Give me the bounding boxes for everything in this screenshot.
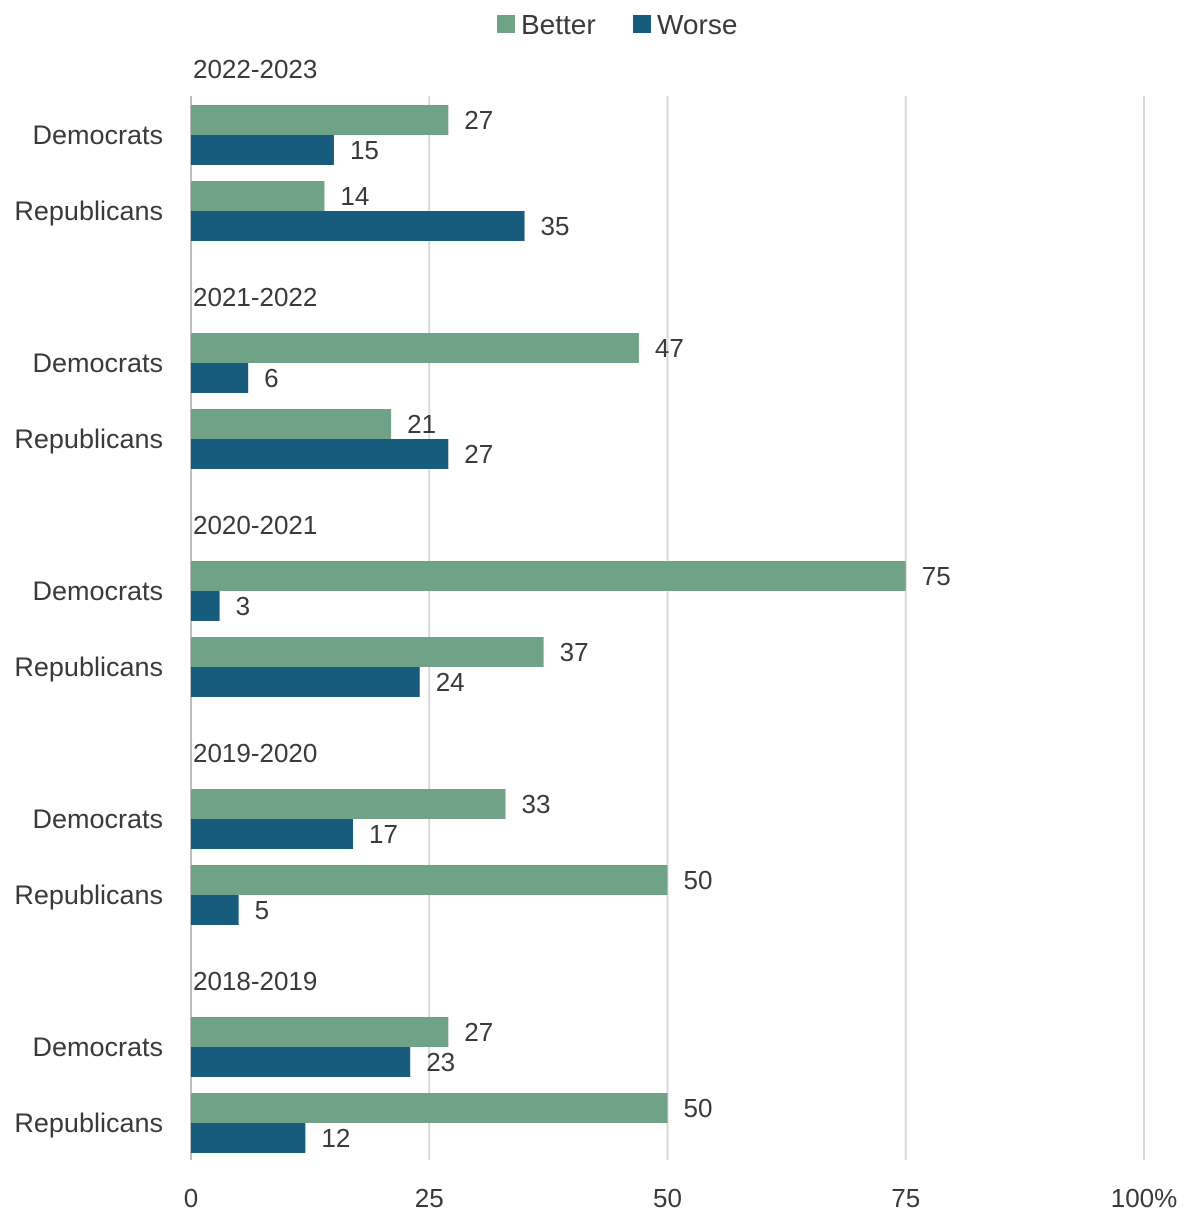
group-label: 2018-2019 bbox=[193, 966, 317, 996]
bar-better bbox=[191, 789, 506, 819]
category-label: Republicans bbox=[14, 424, 163, 454]
bar-better bbox=[191, 637, 544, 667]
data-label: 5 bbox=[255, 895, 269, 925]
category-label: Democrats bbox=[32, 120, 163, 150]
category-label: Republicans bbox=[14, 1108, 163, 1138]
bar-worse bbox=[191, 363, 249, 393]
bar-worse bbox=[191, 135, 334, 165]
data-label: 15 bbox=[350, 135, 379, 165]
data-label: 14 bbox=[340, 181, 369, 211]
data-label: 50 bbox=[684, 865, 713, 895]
data-label: 35 bbox=[541, 211, 570, 241]
legend-swatch-better bbox=[497, 15, 515, 33]
bar-better bbox=[191, 105, 449, 135]
category-label: Republicans bbox=[14, 652, 163, 682]
bar-better bbox=[191, 1017, 449, 1047]
data-label: 17 bbox=[369, 819, 398, 849]
x-tick-label: 0 bbox=[184, 1183, 198, 1212]
bar-worse bbox=[191, 211, 525, 241]
group-label: 2019-2020 bbox=[193, 738, 317, 768]
bar-worse bbox=[191, 895, 239, 925]
bar-better bbox=[191, 561, 906, 591]
bar-worse bbox=[191, 1047, 411, 1077]
legend-swatch-worse bbox=[633, 15, 651, 33]
category-label: Republicans bbox=[14, 196, 163, 226]
bar-worse bbox=[191, 439, 449, 469]
category-label: Democrats bbox=[32, 576, 163, 606]
data-label: 33 bbox=[521, 789, 550, 819]
group-label: 2022-2023 bbox=[193, 54, 317, 84]
data-label: 24 bbox=[436, 667, 465, 697]
data-label: 50 bbox=[684, 1093, 713, 1123]
bar-worse bbox=[191, 1123, 306, 1153]
x-tick-label: 50 bbox=[653, 1183, 682, 1212]
data-label: 23 bbox=[426, 1047, 455, 1077]
data-label: 47 bbox=[655, 333, 684, 363]
bar-better bbox=[191, 1093, 668, 1123]
data-label: 12 bbox=[321, 1123, 350, 1153]
data-label: 6 bbox=[264, 363, 278, 393]
bars bbox=[191, 105, 906, 1153]
category-label: Democrats bbox=[32, 348, 163, 378]
bar-better bbox=[191, 865, 668, 895]
bar-better bbox=[191, 181, 325, 211]
group-label: 2021-2022 bbox=[193, 282, 317, 312]
category-label: Republicans bbox=[14, 880, 163, 910]
data-label: 75 bbox=[922, 561, 951, 591]
legend: Better Worse bbox=[497, 9, 737, 40]
data-label: 27 bbox=[464, 1017, 493, 1047]
bar-better bbox=[191, 333, 639, 363]
group-label: 2020-2021 bbox=[193, 510, 317, 540]
legend-label: Better bbox=[521, 9, 596, 40]
bar-worse bbox=[191, 667, 420, 697]
x-tick-label: 25 bbox=[415, 1183, 444, 1212]
x-tick-label: 100% bbox=[1111, 1183, 1178, 1212]
data-label: 21 bbox=[407, 409, 436, 439]
data-label: 3 bbox=[236, 591, 250, 621]
labels: 0 25 50 75 100% 2022-2023 Democrats 27 15 Republi… bbox=[14, 54, 1178, 1213]
category-label: Democrats bbox=[32, 1032, 163, 1062]
data-label: 37 bbox=[560, 637, 589, 667]
bar-worse bbox=[191, 819, 354, 849]
bar-better bbox=[191, 409, 392, 439]
bar-worse bbox=[191, 591, 220, 621]
data-label: 27 bbox=[464, 105, 493, 135]
data-label: 27 bbox=[464, 439, 493, 469]
gridlines bbox=[190, 96, 1145, 1160]
legend-label: Worse bbox=[657, 9, 737, 40]
x-tick-label: 75 bbox=[891, 1183, 920, 1212]
category-label: Democrats bbox=[32, 804, 163, 834]
